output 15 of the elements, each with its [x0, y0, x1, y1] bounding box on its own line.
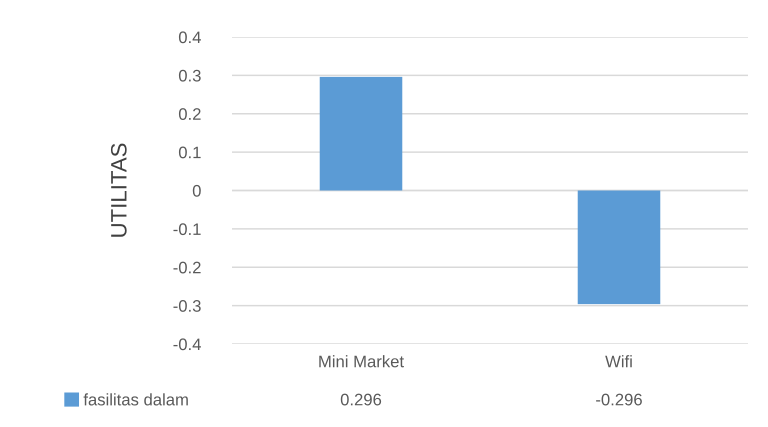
y-tick-label: 0 — [192, 184, 201, 197]
y-tick-label: 0.1 — [178, 146, 201, 158]
y-tick-label: -0.3 — [173, 300, 201, 312]
y-tick-label: -0.1 — [173, 223, 201, 236]
y-tick-label: 0.3 — [178, 70, 201, 82]
y-tick-label: -0.2 — [173, 262, 201, 274]
y-tick-label: 0.2 — [178, 108, 201, 120]
y-tick-label: -0.4 — [173, 338, 201, 350]
data-label: -0.296 — [596, 394, 642, 406]
y-tick-label: 0.4 — [178, 31, 201, 44]
y-axis-title: UTILITAS — [110, 144, 127, 237]
x-tick-label: Wifi — [605, 355, 632, 368]
legend-label: fasilitas dalam — [84, 393, 188, 406]
data-label: 0.296 — [340, 394, 382, 406]
x-tick-label: Mini Market — [319, 355, 404, 368]
